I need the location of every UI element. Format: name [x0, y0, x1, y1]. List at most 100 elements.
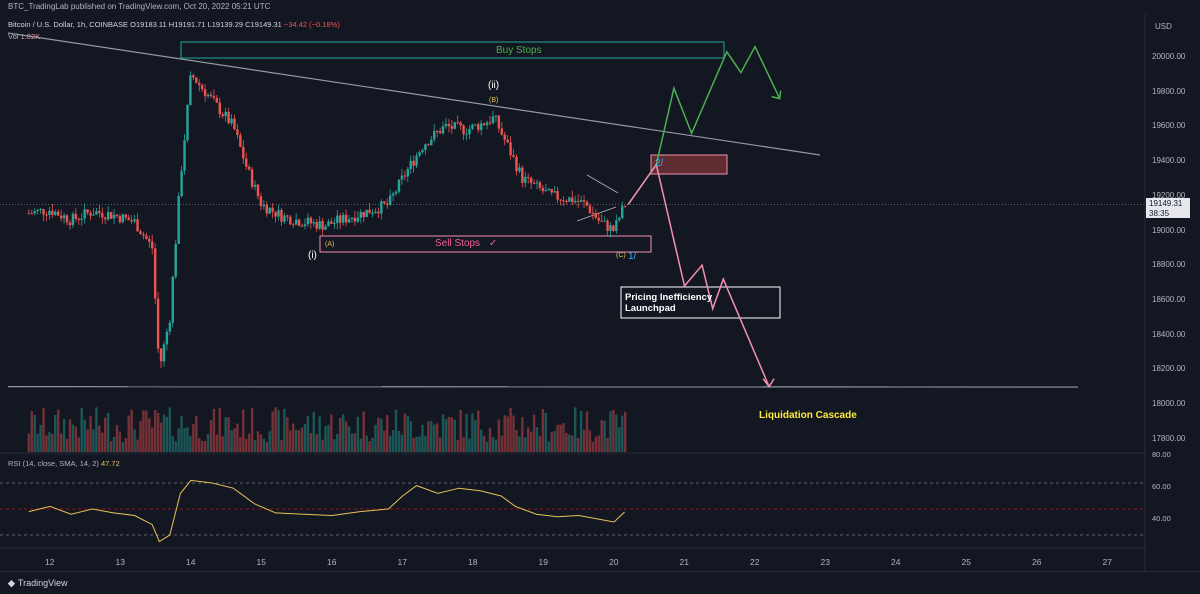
candle-body: [271, 208, 273, 212]
volume-bar: [136, 440, 138, 452]
candle-body: [133, 219, 135, 221]
candle-body: [107, 212, 109, 219]
candle-body: [333, 223, 335, 224]
wave-ii-label: (ii): [488, 80, 499, 91]
volume-bar: [139, 421, 141, 452]
volume-bar: [222, 436, 224, 452]
candle-body: [145, 236, 147, 239]
price-tick: 17800.00: [1152, 434, 1185, 443]
candle-body: [430, 140, 432, 146]
volume-bar: [483, 436, 485, 452]
sell-stops-text: Sell Stops: [435, 238, 480, 249]
volume-bar: [580, 411, 582, 452]
candle-body: [92, 214, 94, 215]
candle-body: [254, 185, 256, 187]
candle-body: [98, 211, 100, 213]
candle-body: [562, 200, 564, 201]
tradingview-brand[interactable]: ◆TradingView: [8, 578, 67, 589]
volume-bar: [492, 437, 494, 452]
candle-body: [354, 218, 356, 222]
volume-bar: [412, 438, 414, 452]
last-price-tag: 19149.31 38:35: [1146, 198, 1190, 218]
volume-bar: [530, 432, 532, 452]
volume-bar: [269, 431, 271, 452]
candle-body: [615, 220, 617, 231]
volume-bar: [122, 442, 124, 452]
wave-i-label: (i): [308, 250, 317, 261]
volume-bar: [248, 433, 250, 452]
candle-body: [57, 212, 59, 216]
volume-bar: [589, 430, 591, 452]
volume-bar: [533, 415, 535, 452]
candle-body: [477, 124, 479, 130]
volume-bar: [201, 441, 203, 452]
candle-body: [154, 248, 156, 298]
candle-body: [81, 219, 83, 220]
candle-body: [336, 216, 338, 223]
candle-body: [307, 218, 309, 225]
rsi-tick-40: 40.00: [1152, 514, 1171, 523]
volume-bar: [254, 440, 256, 452]
candle-body: [175, 244, 177, 277]
volume-bar: [34, 415, 36, 452]
volume-bar: [571, 436, 573, 452]
volume-bar: [313, 412, 315, 452]
candle-body: [192, 75, 194, 77]
time-tick: 17: [398, 557, 407, 567]
volume-bar: [360, 439, 362, 452]
volume-bar: [380, 419, 382, 452]
volume-bar: [133, 429, 135, 452]
candle-body: [427, 144, 429, 145]
volume-bar: [192, 424, 194, 452]
volume-bar: [539, 436, 541, 452]
volume-bar: [515, 430, 517, 452]
volume-bar: [75, 427, 77, 452]
candle-body: [486, 122, 488, 125]
volume-bar: [180, 416, 182, 452]
candle-body: [298, 220, 300, 226]
volume-bar: [386, 415, 388, 452]
candle-body: [448, 124, 450, 126]
candle-body: [407, 169, 409, 176]
candle-body: [110, 212, 112, 218]
volume-bar: [592, 442, 594, 452]
volume-bar: [407, 416, 409, 452]
candle-body: [316, 222, 318, 229]
candle-body: [213, 96, 215, 98]
candle-body: [545, 190, 547, 191]
rsi-legend[interactable]: RSI (14, close, SMA, 14, 2) 47.72: [8, 459, 120, 468]
volume-bar: [274, 407, 276, 452]
candle-body: [518, 168, 520, 172]
candle-body: [412, 161, 414, 166]
candle-body: [95, 211, 97, 214]
wave-b-label: (B): [489, 97, 498, 104]
volume-bar: [219, 408, 221, 452]
volume-bar: [521, 417, 523, 452]
volume-bar: [216, 435, 218, 452]
candle-body: [363, 212, 365, 217]
candle-body: [395, 192, 397, 194]
volume-bar: [339, 418, 341, 452]
check-icon: ✓: [489, 238, 497, 249]
candle-body: [189, 75, 191, 105]
price-tick: 18200.00: [1152, 364, 1185, 373]
volume-bar: [154, 410, 156, 452]
price-tick: 18000.00: [1152, 399, 1185, 408]
volume-bar: [169, 407, 171, 452]
volume-bar: [204, 441, 206, 452]
candle-body: [471, 125, 473, 129]
candle-body: [304, 224, 306, 226]
candle-body: [219, 102, 221, 114]
volume-bar: [457, 440, 459, 452]
candle-body: [586, 202, 588, 206]
candle-body: [348, 219, 350, 222]
volume-bar: [365, 436, 367, 452]
time-tick: 27: [1103, 557, 1112, 567]
time-tick: 14: [186, 557, 195, 567]
volume-bar: [301, 428, 303, 452]
volume-bar: [348, 426, 350, 452]
volume-bar: [107, 413, 109, 452]
candle-body: [415, 156, 417, 166]
volume-bar: [377, 418, 379, 452]
